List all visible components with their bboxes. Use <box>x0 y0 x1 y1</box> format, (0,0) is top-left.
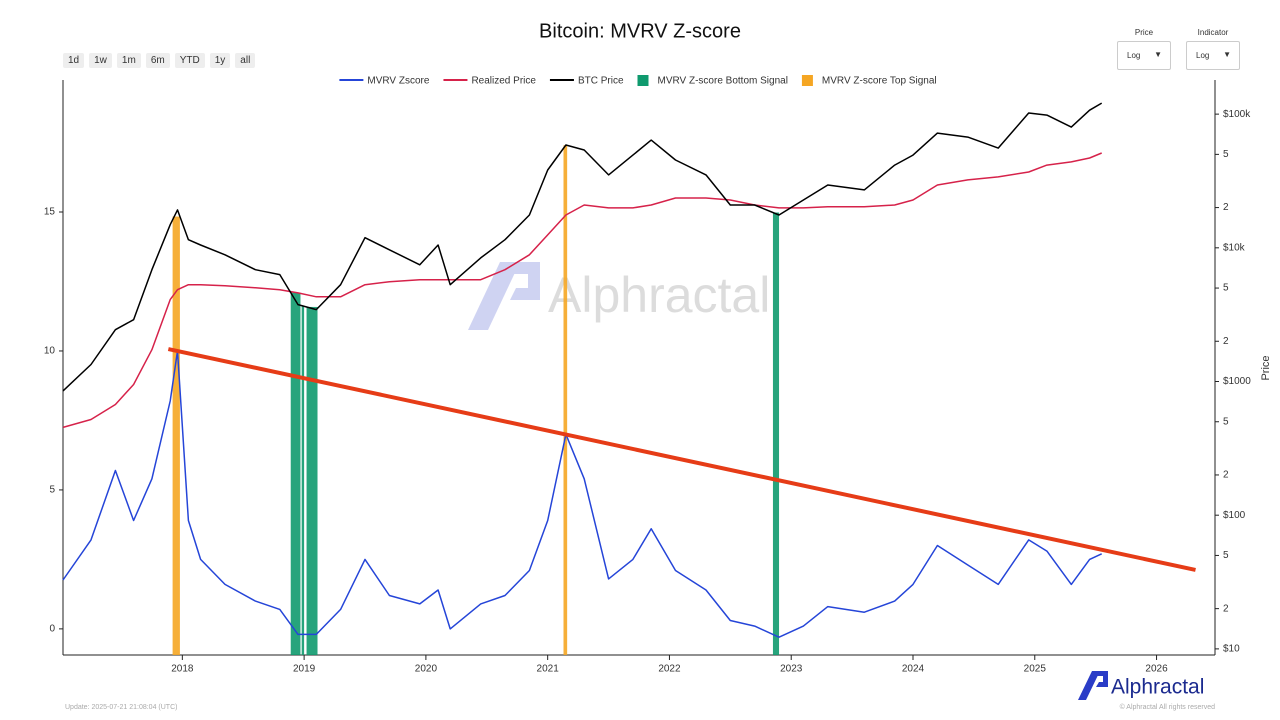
plot-area: 0 5 10 15 $10 2 5 $100 2 5 $1000 2 5 $10k 2 5 $100k 2018 2… <box>44 80 1251 675</box>
series-line <box>62 102 1103 392</box>
x-tick-label: 2020 <box>415 664 438 675</box>
y2-tick-label: $10k <box>1223 242 1246 253</box>
y-tick-label: 15 <box>44 207 56 218</box>
copyright: © Alphractal All rights reserved <box>1120 703 1216 711</box>
dropdown-value: Log <box>1196 51 1210 60</box>
dropdown-arrow: ▼ <box>1223 50 1231 59</box>
legend-item: MVRV Z-score Top Signal <box>801 75 937 87</box>
chart-title: Bitcoin: MVRV Z-score <box>539 20 741 42</box>
legend-label: MVRV Z-score Top Signal <box>822 76 937 87</box>
y2-tick-label: $1000 <box>1223 376 1251 387</box>
y2-tick-label: 2 <box>1223 470 1229 481</box>
range-button[interactable]: 6m <box>145 53 170 68</box>
y2-tick-label: 2 <box>1223 202 1229 213</box>
watermark-text: Alphractal <box>548 267 770 323</box>
range-button[interactable]: YTD <box>174 53 205 68</box>
watermark-logo <box>468 262 520 330</box>
y-tick-label: 10 <box>44 346 56 357</box>
y-tick-label: 5 <box>49 485 55 496</box>
y2-tick-label: 2 <box>1223 603 1229 614</box>
watermark-logo <box>500 262 540 300</box>
legend-item: MVRV Z-score Bottom Signal <box>637 75 788 87</box>
dropdown-value: Log <box>1127 51 1141 60</box>
signal-span <box>172 216 180 655</box>
y2-tick-label: $100 <box>1223 510 1246 521</box>
price-scale-dropdown[interactable]: Log ▼ <box>1117 41 1171 70</box>
range-button[interactable]: 1w <box>89 53 112 68</box>
indicator-scale-dropdown[interactable]: Log ▼ <box>1186 41 1240 70</box>
signal-span <box>772 212 780 655</box>
logo-mark <box>1078 671 1100 700</box>
y2-tick-label: 2 <box>1223 336 1229 347</box>
range-button[interactable]: all <box>235 53 256 68</box>
logo-mark <box>1092 671 1108 687</box>
legend-swatch <box>801 75 813 86</box>
x-tick-label: 2022 <box>658 664 681 675</box>
legend-label: BTC Price <box>578 76 624 87</box>
y2-axis-title: Price <box>1260 355 1272 380</box>
range-button[interactable]: 1d <box>63 53 85 68</box>
y2-tick-label: 5 <box>1223 550 1229 561</box>
x-tick-label: 2023 <box>780 664 803 675</box>
x-tick-label: 2019 <box>293 664 316 675</box>
legend: MVRV Zscore Realized Price BTC Price MVRV Z… <box>339 75 937 87</box>
y2-tick-label: 5 <box>1223 416 1229 427</box>
signal-span <box>290 292 301 655</box>
x-tick-label: 2025 <box>1024 664 1047 675</box>
signal-span <box>301 305 305 655</box>
series-line <box>62 152 1102 429</box>
legend-item: BTC Price <box>549 76 624 87</box>
x-tick-label: 2026 <box>1145 664 1168 675</box>
signal-span <box>306 306 318 655</box>
x-tick-label: 2024 <box>902 664 925 675</box>
range-button[interactable]: 1m <box>116 53 141 68</box>
series-line <box>62 350 1103 638</box>
legend-item: MVRV Zscore <box>339 76 430 87</box>
legend-label: MVRV Zscore <box>367 76 429 87</box>
update-time: Update: 2025-07-21 21:08:04 (UTC) <box>65 704 177 711</box>
dropdown-label: Price <box>1134 28 1154 37</box>
y2-tick-label: $100k <box>1223 109 1251 120</box>
footer-logo: Alphractal <box>1078 671 1204 700</box>
legend-label: MVRV Z-score Bottom Signal <box>658 76 788 87</box>
watermark: Alphractal <box>468 262 770 330</box>
dropdown-arrow: ▼ <box>1154 50 1162 59</box>
legend-swatch <box>637 75 649 86</box>
legend-item: Realized Price <box>443 76 536 87</box>
trend-line <box>167 347 1196 572</box>
legend-label: Realized Price <box>471 76 536 87</box>
y2-tick-label: 5 <box>1223 283 1229 294</box>
x-tick-label: 2018 <box>171 664 194 675</box>
x-tick-label: 2021 <box>537 664 560 675</box>
y2-tick-label: 5 <box>1223 149 1229 160</box>
logo-text: Alphractal <box>1111 676 1204 699</box>
dropdown-label: Indicator <box>1197 28 1229 37</box>
y-tick-label: 0 <box>49 624 55 635</box>
y2-tick-label: $10 <box>1223 644 1240 655</box>
signal-span <box>563 145 568 655</box>
range-button[interactable]: 1y <box>209 53 231 68</box>
